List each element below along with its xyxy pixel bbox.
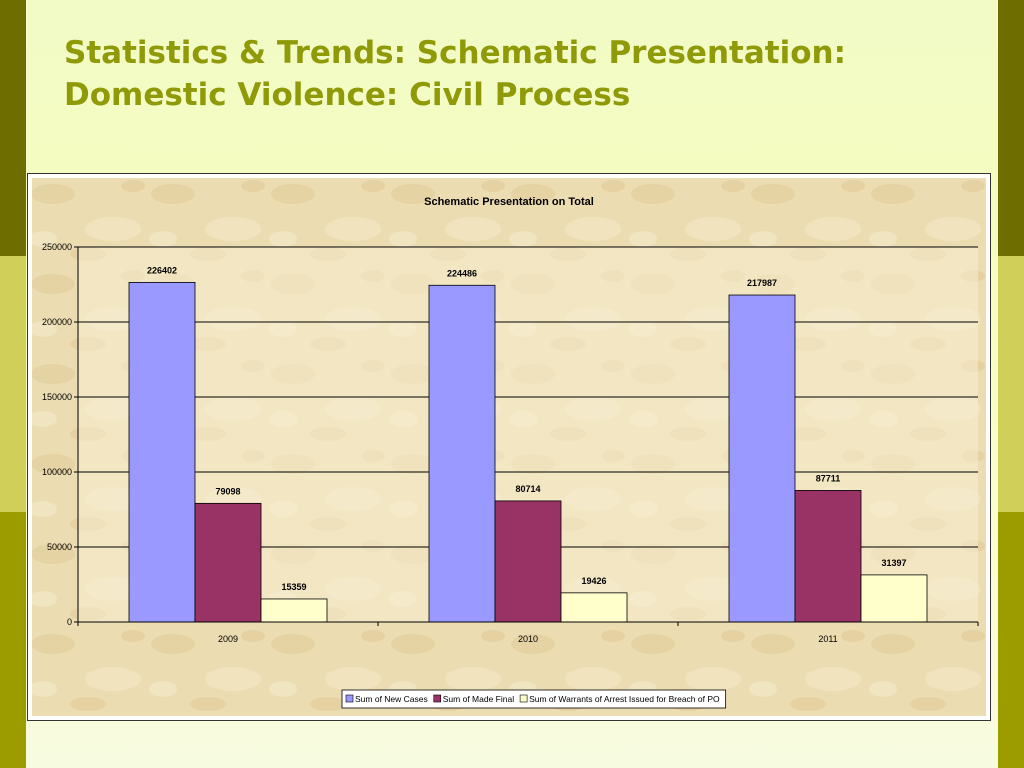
y-tick-label: 250000	[42, 242, 72, 252]
chart-title: Schematic Presentation on Total	[424, 196, 594, 208]
bar-chart: Schematic Presentation on Total 226402 79…	[32, 178, 986, 716]
data-label: 224486	[447, 268, 477, 278]
bar	[794, 490, 862, 623]
data-label: 80714	[515, 484, 540, 494]
right-band-dark	[998, 0, 1024, 256]
right-band-light	[998, 256, 1024, 512]
bar	[128, 281, 196, 623]
legend-swatch	[519, 694, 528, 703]
slide-title: Statistics & Trends: Schematic Presentat…	[64, 32, 964, 116]
data-label: 226402	[147, 265, 177, 275]
chart-legend: Sum of New Cases Sum of Made Final Sum of …	[341, 689, 727, 709]
legend-entry: Sum of Warrants of Arrest Issued for Bre…	[529, 694, 720, 704]
bar	[728, 294, 796, 623]
legend-swatch	[345, 694, 354, 703]
left-band-light	[0, 256, 26, 512]
bars-layer	[128, 281, 928, 623]
y-tick-label: 0	[67, 617, 72, 627]
slide-title-line-1: Statistics & Trends: Schematic Presentat…	[64, 35, 846, 71]
legend-box	[341, 689, 727, 709]
x-tick-label: 2009	[218, 634, 238, 644]
bar	[860, 574, 928, 623]
axis-layer: 0 50000 100000 150000 200000 250000 2009 2010 20…	[42, 242, 979, 644]
bar	[260, 598, 328, 623]
left-band-olive	[0, 512, 26, 768]
data-label: 79098	[215, 486, 240, 496]
data-label: 217987	[747, 278, 777, 288]
x-tick-label: 2010	[518, 634, 538, 644]
labels-layer: 226402 79098 15359 224486 80714 19426 217987 87…	[147, 265, 907, 592]
left-band-dark	[0, 0, 26, 256]
slide-title-line-2: Domestic Violence: Civil Process	[64, 77, 631, 113]
legend-swatch	[433, 694, 442, 703]
y-tick-label: 200000	[42, 317, 72, 327]
x-tick-label: 2011	[818, 634, 837, 644]
bar	[428, 284, 496, 623]
bar	[494, 500, 562, 623]
chart-frame: Schematic Presentation on Total 226402 79…	[27, 173, 991, 721]
legend-entry: Sum of New Cases	[355, 694, 428, 704]
bar	[560, 592, 628, 623]
right-band-olive	[998, 512, 1024, 768]
data-label: 31397	[881, 558, 906, 568]
data-label: 15359	[281, 582, 306, 592]
legend-entry: Sum of Made Final	[443, 694, 514, 704]
y-tick-label: 150000	[42, 392, 72, 402]
y-tick-label: 100000	[42, 467, 72, 477]
data-label: 19426	[581, 576, 606, 586]
bar	[194, 502, 262, 623]
data-label: 87711	[816, 473, 841, 483]
y-tick-label: 50000	[47, 542, 72, 552]
